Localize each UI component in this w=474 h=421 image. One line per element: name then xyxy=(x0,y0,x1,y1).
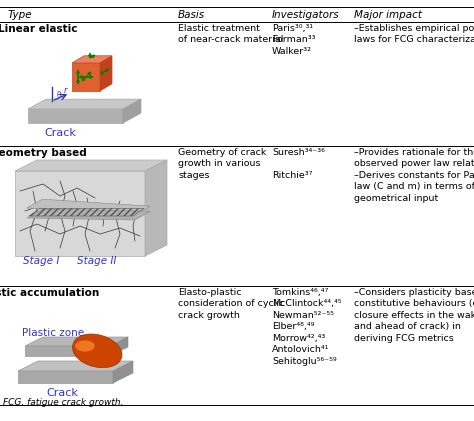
Polygon shape xyxy=(28,109,123,123)
FancyArrow shape xyxy=(76,70,80,77)
Text: Type: Type xyxy=(8,11,33,21)
Text: Basis: Basis xyxy=(178,11,205,21)
Polygon shape xyxy=(100,56,112,91)
Text: Elasto-plastic
consideration of cyclic
crack growth: Elasto-plastic consideration of cyclic c… xyxy=(178,288,284,320)
FancyArrow shape xyxy=(86,72,91,77)
FancyArrow shape xyxy=(76,77,80,84)
Polygon shape xyxy=(72,56,112,63)
FancyArrow shape xyxy=(89,53,91,58)
Polygon shape xyxy=(110,337,128,356)
FancyArrow shape xyxy=(104,69,109,72)
Text: –Considers plasticity based
constitutive behaviours (e.g.
closure effects in the: –Considers plasticity based constitutive… xyxy=(354,288,474,343)
Polygon shape xyxy=(123,99,141,123)
Polygon shape xyxy=(25,346,110,356)
Text: Crack: Crack xyxy=(44,128,76,138)
Polygon shape xyxy=(72,63,100,91)
Polygon shape xyxy=(113,361,133,383)
Text: Geometry of crack
growth in various
stages: Geometry of crack growth in various stag… xyxy=(178,148,266,180)
Polygon shape xyxy=(145,160,167,256)
Polygon shape xyxy=(28,99,141,109)
Text: –Establishes empirical power
laws for FCG characterization: –Establishes empirical power laws for FC… xyxy=(354,24,474,45)
Text: Investigators: Investigators xyxy=(272,11,340,21)
Text: Tomkins⁴⁶,⁴⁷
McClintock⁴⁴,⁴⁵
Newman⁵²⁻⁵⁵
Elber⁴⁸,⁴⁹
Morrow⁴²,⁴³
Antolovich⁴¹
Seh: Tomkins⁴⁶,⁴⁷ McClintock⁴⁴,⁴⁵ Newman⁵²⁻⁵⁵… xyxy=(272,288,341,366)
Text: θ: θ xyxy=(57,91,62,100)
Text: Elastic treatment
of near-crack material: Elastic treatment of near-crack material xyxy=(178,24,283,45)
Polygon shape xyxy=(25,337,128,346)
Polygon shape xyxy=(27,199,150,215)
Text: Plastic accumulation: Plastic accumulation xyxy=(0,288,99,298)
Text: Suresh³⁴⁻³⁶

Ritchie³⁷: Suresh³⁴⁻³⁶ Ritchie³⁷ xyxy=(272,148,325,180)
Text: –Provides rationale for the
observed power law relations
–Derives constants for : –Provides rationale for the observed pow… xyxy=(354,148,474,203)
FancyArrow shape xyxy=(86,75,93,78)
FancyArrow shape xyxy=(82,77,86,81)
FancyArrow shape xyxy=(90,55,95,58)
FancyArrow shape xyxy=(79,75,86,78)
Polygon shape xyxy=(75,341,95,352)
Polygon shape xyxy=(27,209,150,220)
Text: Linear elastic: Linear elastic xyxy=(0,24,78,34)
Polygon shape xyxy=(15,160,167,171)
Text: Stage I: Stage I xyxy=(23,256,59,266)
Text: Stage II: Stage II xyxy=(77,256,117,266)
Polygon shape xyxy=(15,171,145,256)
Text: Paris³⁰,³¹
Forman³³
Walker³²: Paris³⁰,³¹ Forman³³ Walker³² xyxy=(272,24,316,56)
Text: r: r xyxy=(64,86,67,95)
Polygon shape xyxy=(73,334,122,368)
Polygon shape xyxy=(18,361,133,371)
FancyArrow shape xyxy=(100,71,104,74)
Text: Plastic zone: Plastic zone xyxy=(22,328,84,338)
Text: FCG, fatigue crack growth.: FCG, fatigue crack growth. xyxy=(3,398,124,407)
Text: Crack: Crack xyxy=(46,388,78,398)
Text: Major impact: Major impact xyxy=(354,11,422,21)
Polygon shape xyxy=(18,371,113,383)
Text: Geometry based: Geometry based xyxy=(0,148,86,158)
